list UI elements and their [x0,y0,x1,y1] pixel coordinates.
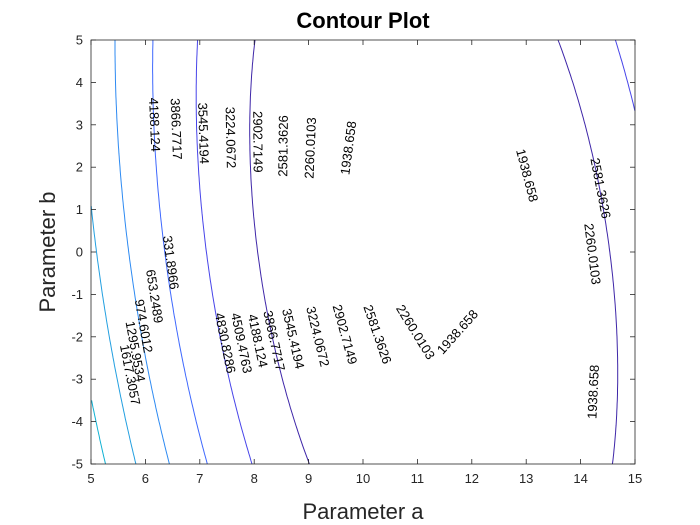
y-tick-label: 5 [76,33,83,48]
contour-line-4-left [114,40,170,465]
x-tick-label: 8 [251,471,258,486]
y-tick-label: -3 [71,372,83,387]
x-tick-label: 10 [356,471,370,486]
contour-line-5-left [90,206,137,465]
contour-label-9: 331.8966 [160,235,182,291]
contour-label-6: 2581.3626 [275,115,291,177]
x-axis-label: Parameter a [302,499,424,524]
chart-title: Contour Plot [296,8,430,33]
y-axis-ticks: -5 -4 -3 -2 -1 0 1 2 3 4 5 [71,33,635,472]
x-tick-label: 9 [305,471,312,486]
y-tick-label: 0 [76,245,83,260]
contour-line-6-left [91,400,106,465]
y-tick-label: 4 [76,75,83,90]
x-tick-label: 7 [196,471,203,486]
x-tick-label: 13 [519,471,533,486]
x-axis-ticks: 5 6 7 8 9 10 11 12 13 14 15 [87,40,642,486]
contour-label-2: 3866.7717 [168,98,185,160]
contour-label-3: 3545.4194 [195,102,212,164]
contour-line-3-left [152,40,208,465]
y-axis-label: Parameter b [35,191,60,312]
x-tick-label: 14 [573,471,587,486]
contour-label-7: 2260.0103 [301,117,319,179]
y-tick-label: 2 [76,160,83,175]
y-tick-label: 3 [76,117,83,132]
x-tick-label: 11 [411,471,425,486]
contour-lines [90,39,636,465]
contour-label-27: 1938.658 [584,364,602,419]
x-tick-label: 6 [142,471,149,486]
contour-label-5: 2902.7149 [250,111,265,173]
y-tick-label: 1 [76,202,83,217]
contour-label-1: 4188.124 [146,97,163,152]
contour-line-2-left [195,39,253,465]
y-tick-label: -4 [71,414,83,429]
y-tick-label: -5 [71,457,83,472]
plot-background [91,40,635,464]
x-tick-label: 5 [87,471,94,486]
contour-line-1-left [249,39,310,465]
x-tick-label: 15 [628,471,642,486]
y-tick-label: -1 [71,287,83,302]
contour-line-2-right [614,39,636,111]
contour-label-8: 1938.658 [337,120,359,176]
contour-label-4: 3224.0672 [223,107,239,169]
contour-line-1-right [557,39,619,465]
y-tick-label: -2 [71,329,83,344]
x-tick-label: 12 [465,471,479,486]
